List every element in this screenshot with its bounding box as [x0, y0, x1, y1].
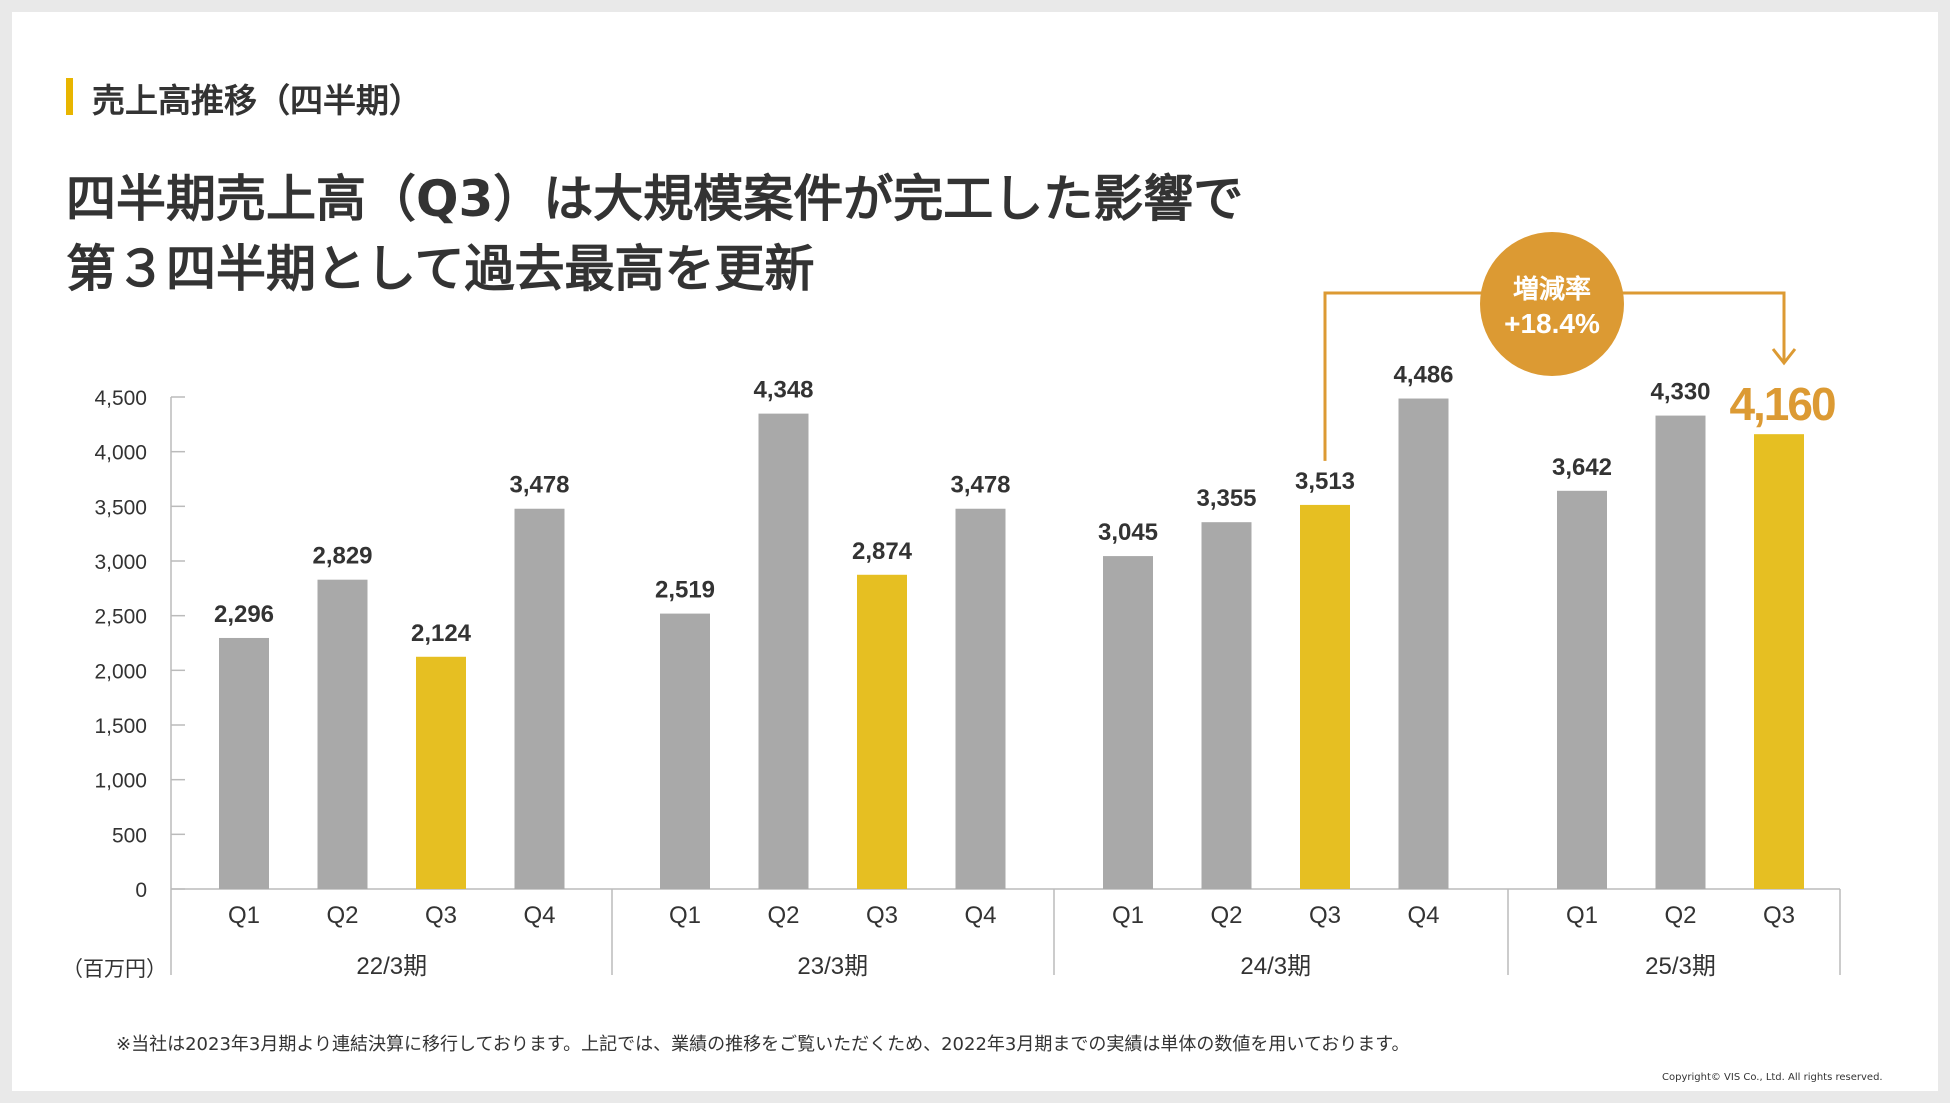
y-tick-label: 1,000: [94, 770, 147, 793]
data-label: 2,296: [214, 601, 274, 628]
bar-23/3期-Q3: [857, 574, 907, 889]
group-label: 25/3期: [1645, 953, 1716, 980]
bar-24/3期-Q3: [1300, 504, 1350, 889]
data-label: 3,355: [1196, 485, 1256, 512]
x-tick-label: Q1: [669, 902, 701, 929]
headline-line-2: 第３四半期として過去最高を更新: [66, 240, 815, 298]
bar-22/3期-Q4: [514, 508, 565, 889]
section-accent-bar: [66, 78, 73, 115]
data-label: 2,124: [411, 620, 472, 647]
growth-rate-badge: [1480, 232, 1624, 376]
bar-22/3期-Q3: [416, 656, 466, 889]
y-unit-label: （百万円）: [62, 958, 167, 981]
x-tick-label: Q3: [866, 902, 898, 929]
y-tick-label: 0: [135, 879, 147, 902]
data-label: 3,045: [1098, 519, 1158, 546]
y-tick-label: 1,500: [94, 715, 147, 738]
headline: 四半期売上高（Q3）は大規模案件が完工した影響で 第３四半期として過去最高を更新: [66, 164, 1243, 304]
y-tick-label: 4,000: [94, 442, 147, 465]
footnote: ※当社は2023年3月期より連結決算に移行しております。上記では、業績の推移をご…: [116, 1034, 1410, 1055]
x-tick-label: Q2: [1664, 902, 1696, 929]
data-label: 2,829: [312, 543, 372, 570]
x-tick-label: Q4: [523, 902, 555, 929]
growth-rate-title: 増減率: [1513, 274, 1591, 304]
x-tick-label: Q4: [964, 902, 996, 929]
x-tick-label: Q1: [1112, 902, 1144, 929]
data-label: 3,478: [950, 472, 1010, 499]
bar-22/3期-Q2: [317, 579, 368, 889]
x-tick-label: Q3: [1309, 902, 1341, 929]
x-tick-label: Q2: [1210, 902, 1242, 929]
section-title: 売上高推移（四半期）: [92, 81, 422, 120]
y-tick-label: 2,500: [94, 606, 147, 629]
bar-23/3期-Q2: [758, 413, 809, 889]
x-tick-label: Q2: [767, 902, 799, 929]
bar-25/3期-Q2: [1655, 415, 1706, 889]
bar-24/3期-Q1: [1103, 556, 1153, 889]
growth-rate-value: +18.4%: [1504, 308, 1600, 339]
x-tick-label: Q2: [326, 902, 358, 929]
headline-line-1: 四半期売上高（Q3）は大規模案件が完工した影響で: [66, 170, 1244, 228]
slide: 売上高推移（四半期） 四半期売上高（Q3）は大規模案件が完工した影響で 第３四半…: [12, 12, 1938, 1091]
group-label: 22/3期: [356, 953, 427, 980]
y-tick-label: 500: [112, 824, 147, 847]
y-tick-label: 2,000: [94, 660, 147, 683]
group-label: 23/3期: [797, 953, 868, 980]
group-label: 24/3期: [1240, 953, 1311, 980]
data-label: 3,513: [1295, 468, 1355, 495]
bar-23/3期-Q1: [660, 613, 710, 889]
bar-24/3期-Q2: [1201, 522, 1252, 889]
bar-22/3期-Q1: [219, 637, 269, 889]
data-label: 3,478: [509, 472, 569, 499]
x-tick-label: Q1: [1566, 902, 1598, 929]
data-label-emphasis: 4,160: [1729, 378, 1835, 430]
data-label: 4,486: [1393, 362, 1453, 389]
data-label: 2,874: [852, 538, 913, 565]
data-label: 2,519: [655, 577, 715, 604]
x-tick-label: Q4: [1407, 902, 1439, 929]
x-tick-label: Q3: [1763, 902, 1795, 929]
y-tick-label: 3,000: [94, 551, 147, 574]
x-tick-label: Q3: [425, 902, 457, 929]
copyright: Copyright© VIS Co., Ltd. All rights rese…: [1662, 1072, 1883, 1083]
bar-25/3期-Q1: [1557, 490, 1607, 889]
x-tick-label: Q1: [228, 902, 260, 929]
bar-25/3期-Q3: [1754, 434, 1804, 889]
data-label: 4,348: [753, 377, 813, 404]
data-label: 3,642: [1552, 454, 1612, 481]
y-tick-label: 3,500: [94, 496, 147, 519]
y-tick-label: 4,500: [94, 387, 147, 410]
bar-24/3期-Q4: [1398, 398, 1449, 889]
bar-23/3期-Q4: [955, 508, 1006, 889]
data-label: 4,330: [1650, 379, 1710, 406]
growth-arrow-head: [1771, 348, 1797, 366]
